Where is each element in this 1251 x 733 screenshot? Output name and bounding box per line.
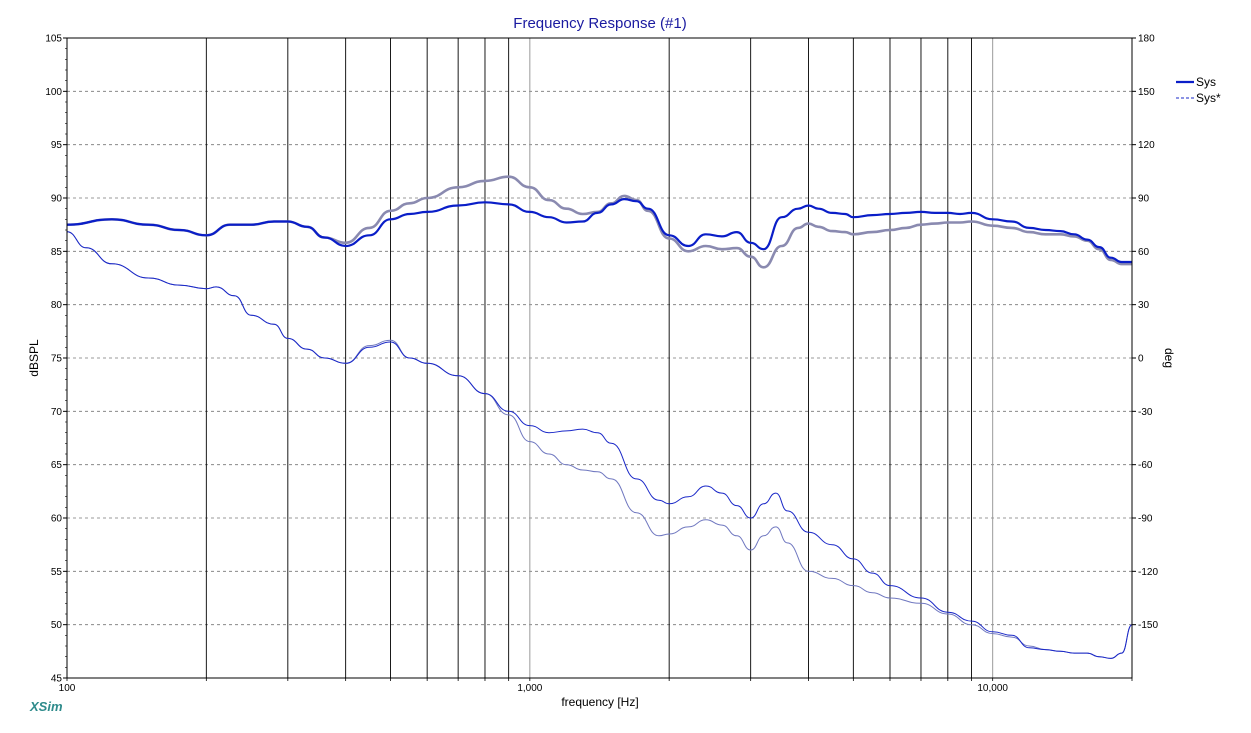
y-left-tick-label: 75 [51, 354, 63, 365]
series-line-sys [66, 198, 1132, 264]
plot-frame [66, 37, 1133, 679]
y-right-tick-label: 0 [1138, 354, 1144, 365]
y-right-tick-label: 30 [1138, 300, 1150, 311]
y-right-tick-label: -120 [1138, 567, 1158, 578]
legend-label-sys-ref: Sys* [1196, 91, 1221, 105]
y-left-tick-label: 60 [51, 514, 63, 525]
y-left-tick-label: 50 [51, 620, 63, 631]
series-group [66, 175, 1133, 659]
y-left-tick-label: 90 [51, 194, 63, 205]
y-left-tick-label: 100 [45, 87, 62, 98]
y-right-tick-label: 60 [1138, 247, 1150, 258]
y-right-tick-label: -90 [1138, 514, 1153, 525]
legend-label-sys: Sys [1196, 75, 1216, 89]
y-right-tick-label: -60 [1138, 460, 1153, 471]
y-right-tick-label: -30 [1138, 407, 1153, 418]
y-left-tick-label: 70 [51, 407, 63, 418]
x-tick-label: 10,000 [977, 683, 1008, 694]
chart-title: Frequency Response (#1) [513, 15, 686, 32]
y-right-tick-label: -150 [1138, 620, 1158, 631]
y-left-tick-label: 85 [51, 247, 63, 258]
y-left-tick-label: 45 [51, 674, 63, 685]
y-axis-right-label: deg [1162, 348, 1176, 368]
tick-labels: 105 100 95 90 85 80 75 70 65 60 55 50 45 180 150 120 90 6… [45, 34, 1158, 695]
y-axis-left-label: dBSPL [27, 339, 41, 377]
y-left-tick-label: 65 [51, 460, 63, 471]
y-right-tick-label: 150 [1138, 87, 1155, 98]
x-axis-label: frequency [Hz] [561, 695, 638, 709]
x-tick-label: 1,000 [517, 683, 542, 694]
legend: Sys Sys* [1176, 75, 1221, 105]
series-line-sys-phase [66, 231, 1133, 659]
y-left-tick-label: 80 [51, 300, 63, 311]
y-right-tick-label: 90 [1138, 194, 1150, 205]
y-left-tick-label: 55 [51, 567, 63, 578]
y-right-tick-label: 120 [1138, 140, 1155, 151]
y-right-tick-label: 180 [1138, 34, 1155, 45]
xsim-logo: XSim [30, 699, 63, 714]
y-left-tick-label: 95 [51, 140, 63, 151]
x-tick-label: 100 [59, 683, 76, 694]
grid [63, 37, 1136, 681]
y-left-tick-label: 105 [45, 34, 62, 45]
